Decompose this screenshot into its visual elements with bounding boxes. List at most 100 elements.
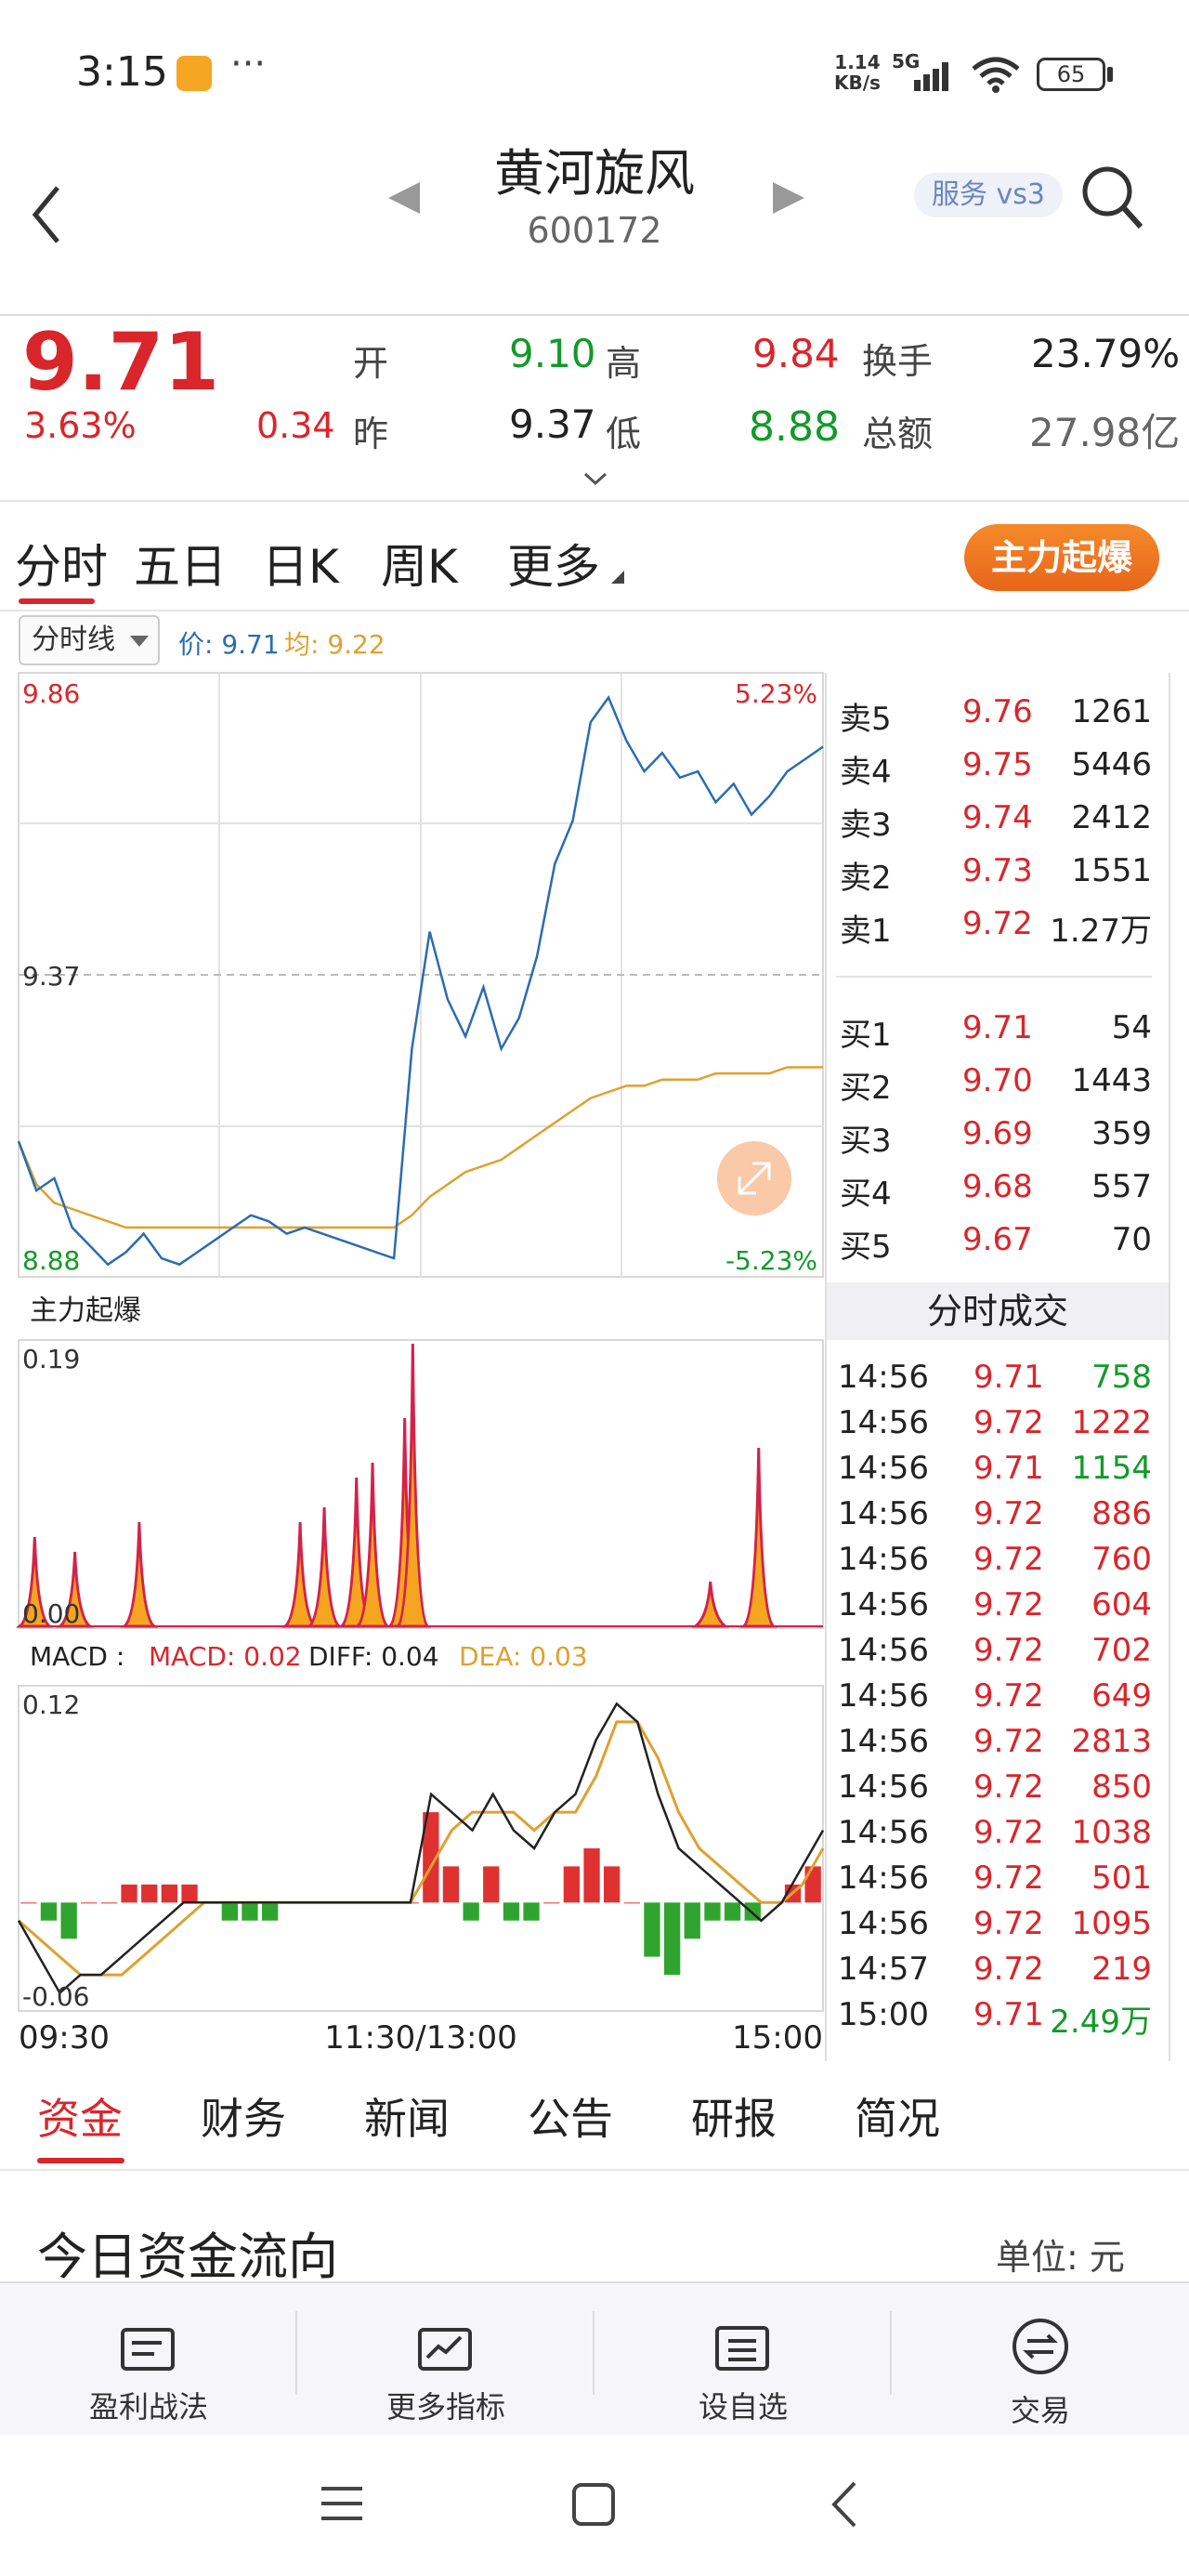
- macd-bar: [684, 1902, 700, 1939]
- chart-canvas[interactable]: 9.86 9.37 8.88 5.23% -5.23% 主力起爆 0.19 0.…: [0, 613, 827, 2063]
- tab-day-k[interactable]: 日K: [262, 540, 339, 594]
- tab-capital[interactable]: 资金: [37, 2094, 123, 2144]
- macd-bar: [543, 1902, 560, 1904]
- x-tick-noon: 11:30/13:00: [324, 2019, 516, 2057]
- nav-back-icon[interactable]: [827, 2479, 864, 2530]
- tick-row: 15:00 9.71 2.49万: [836, 1994, 1152, 2041]
- tick-row: 14:56 9.72 886: [836, 1493, 1152, 1538]
- hot-signal-button[interactable]: 主力起爆: [964, 524, 1159, 591]
- select-arrow-icon: [130, 636, 149, 647]
- tick-row: 14:56 9.72 649: [836, 1676, 1152, 1720]
- bid-level: 买2: [840, 1070, 892, 1107]
- low-label: 低: [606, 414, 642, 454]
- tab-fenshi[interactable]: 分时: [15, 540, 108, 594]
- x-tick-close: 15:00: [732, 2019, 823, 2057]
- tab-five-day[interactable]: 五日: [134, 540, 227, 594]
- next-stock-icon[interactable]: [767, 177, 810, 219]
- tick-price: 9.71: [973, 1359, 1044, 1396]
- macd-bar: [523, 1902, 540, 1921]
- capital-flow-title: 今日资金流向: [37, 2228, 338, 2286]
- prev-stock-icon[interactable]: [383, 177, 425, 219]
- ask-row[interactable]: 卖4 9.75 5446: [836, 741, 1152, 793]
- expand-chevron-icon[interactable]: [581, 470, 609, 489]
- ask-row[interactable]: 卖2 9.73 1551: [836, 847, 1152, 899]
- tab-news[interactable]: 新闻: [364, 2094, 450, 2144]
- tab-research[interactable]: 研报: [691, 2094, 777, 2144]
- tab-profile[interactable]: 简况: [855, 2094, 940, 2144]
- ask-row[interactable]: 卖3 9.74 2412: [836, 794, 1152, 846]
- hot-peak: [15, 1536, 54, 1628]
- bid-level: 买4: [840, 1176, 892, 1213]
- tick-row: 14:56 9.72 1222: [836, 1402, 1152, 1447]
- ask-volume: 1261: [1071, 693, 1152, 730]
- tick-volume: 604: [1091, 1586, 1152, 1623]
- high-value: 9.84: [752, 331, 840, 376]
- watchlist-icon: [715, 2326, 769, 2371]
- ask-volume: 5446: [1071, 746, 1152, 783]
- tick-volume: 760: [1091, 1541, 1152, 1578]
- ticks-title: 分时成交: [827, 1282, 1169, 1340]
- bid-row[interactable]: 买5 9.67 70: [836, 1216, 1152, 1268]
- turnover-label: 换手: [862, 341, 934, 382]
- tick-volume: 501: [1091, 1860, 1152, 1897]
- tick-volume: 1222: [1071, 1404, 1152, 1441]
- tick-volume: 850: [1091, 1768, 1152, 1806]
- bid-price: 9.69: [962, 1115, 1033, 1152]
- tick-time: 15:00: [838, 1996, 929, 2033]
- tab-more[interactable]: 更多: [507, 540, 600, 594]
- ask-volume: 1.27万: [1050, 913, 1152, 950]
- more-notifications-icon: ···: [230, 43, 267, 85]
- tick-row: 14:56 9.72 2813: [836, 1721, 1152, 1766]
- ask-row[interactable]: 卖5 9.76 1261: [836, 688, 1152, 740]
- fullscreen-arrows-icon: [738, 1162, 771, 1195]
- macd-bars: [20, 1812, 821, 1976]
- ask-price: 9.76: [962, 693, 1033, 730]
- bid-row[interactable]: 买2 9.70 1443: [836, 1057, 1152, 1109]
- search-icon[interactable]: [1079, 164, 1144, 232]
- macd-bar: [161, 1884, 177, 1903]
- service-button[interactable]: 服务 vs3: [914, 173, 1063, 217]
- tick-time: 14:56: [838, 1768, 929, 1806]
- strategy-button[interactable]: 盈利战法: [0, 2283, 297, 2437]
- hot-indicator-title: 主力起爆: [30, 1295, 141, 1327]
- back-icon[interactable]: [28, 182, 65, 247]
- menu-icon[interactable]: [320, 2483, 364, 2524]
- bid-row[interactable]: 买4 9.68 557: [836, 1163, 1152, 1215]
- ask-row[interactable]: 卖1 9.72 1.27万: [836, 900, 1152, 952]
- hot-peak: [281, 1521, 320, 1628]
- tick-price: 9.72: [973, 1768, 1044, 1806]
- tick-volume: 649: [1091, 1677, 1152, 1715]
- signal-icon: [914, 62, 948, 91]
- strategy-icon: [121, 2328, 175, 2371]
- add-watchlist-button[interactable]: 设自选: [594, 2283, 892, 2437]
- bid-level: 买1: [840, 1017, 892, 1054]
- avg-price-line: [17, 1066, 823, 1229]
- bid-row[interactable]: 买3 9.69 359: [836, 1110, 1152, 1162]
- macd-bar: [583, 1848, 600, 1903]
- price-legend: 价: 9.71: [178, 629, 280, 660]
- tab-finance[interactable]: 财务: [201, 2094, 286, 2144]
- macd-bar: [141, 1884, 158, 1903]
- y-tick-low: 8.88: [22, 1245, 80, 1276]
- more-indicators-button[interactable]: 更多指标: [297, 2283, 594, 2437]
- bid-price: 9.68: [962, 1168, 1033, 1205]
- tick-time: 14:56: [838, 1814, 929, 1851]
- price-line: [17, 694, 824, 1267]
- bid-row[interactable]: 买1 9.71 54: [836, 1004, 1152, 1056]
- ask-level: 卖3: [840, 807, 892, 844]
- line-type-select[interactable]: 分时线: [19, 615, 160, 665]
- ask-level: 卖1: [840, 913, 892, 950]
- tab-announcement[interactable]: 公告: [528, 2094, 613, 2144]
- macd-bar: [503, 1902, 520, 1921]
- tab-week-k[interactable]: 周K: [381, 540, 458, 594]
- ask-volume: 1551: [1071, 852, 1152, 889]
- trade-button[interactable]: 交易: [892, 2283, 1189, 2437]
- home-icon[interactable]: [570, 2481, 617, 2528]
- tick-price: 9.72: [973, 1541, 1044, 1578]
- last-price: 9.71: [22, 316, 220, 409]
- hot-peak: [56, 1551, 95, 1628]
- chart-area: 分时线 价: 9.71 均: 9.22 9.86 9.37 8.88 5.23%…: [0, 613, 1189, 2063]
- ask-level: 卖5: [840, 701, 892, 738]
- bid-level: 买5: [840, 1229, 892, 1266]
- amount-value: 27.98亿: [1029, 410, 1181, 455]
